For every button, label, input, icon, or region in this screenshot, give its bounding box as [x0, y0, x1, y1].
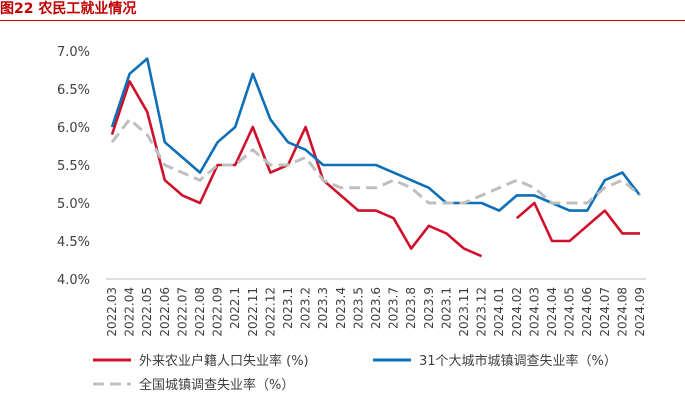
x-tick-label: 2023.4	[334, 287, 348, 329]
x-tick-label: 2023.7	[387, 287, 401, 329]
legend-item-2: 31个大城市城镇调查失业率（%）	[373, 353, 617, 369]
legend: 外来农业户籍人口失业率 (%) 31个大城市城镇调查失业率（%） 全国城镇调查失业率…	[93, 353, 617, 393]
series-line	[110, 80, 483, 258]
x-tick-label: 2024.02	[510, 287, 524, 337]
series-line	[515, 201, 640, 243]
x-tick-label: 2022.1	[228, 287, 242, 329]
series-line	[110, 117, 641, 205]
x-tick-label: 2024.01	[492, 287, 506, 337]
y-axis: 7.0% 6.5% 6.0% 5.5% 5.0% 4.5% 4.0%	[57, 45, 90, 288]
x-tick-label: 2024.06	[580, 287, 594, 337]
x-tick-label: 2024.07	[598, 287, 612, 337]
chart-title: 图22 农民工就业情况	[0, 1, 137, 17]
x-tick-label: 2024.03	[527, 287, 541, 337]
x-tick-label: 2024.05	[563, 287, 577, 337]
series-3	[110, 117, 641, 205]
x-tick-label: 2022.06	[158, 287, 172, 337]
y-tick-label: 7.0%	[57, 45, 90, 60]
x-tick-label: 2023.5	[351, 287, 365, 329]
x-tick-label: 2023.2	[299, 287, 313, 329]
x-tick-label: 2022.08	[193, 287, 207, 337]
x-tick-label: 2023.9	[422, 287, 436, 329]
x-tick-label: 2023.12	[475, 287, 489, 337]
y-tick-label: 4.0%	[57, 273, 90, 288]
x-tick-label: 2022.04	[123, 287, 137, 337]
x-tick-label: 2022.11	[246, 287, 260, 337]
legend-label: 全国城镇调查失业率（%）	[139, 377, 294, 393]
legend-label: 外来农业户籍人口失业率 (%)	[139, 353, 309, 369]
y-tick-label: 5.0%	[57, 197, 90, 212]
x-tick-label: 2022.03	[105, 287, 119, 337]
x-tick-label: 2023.6	[369, 287, 383, 329]
legend-label: 31个大城市城镇调查失业率（%）	[419, 353, 617, 369]
x-tick-label: 2022.12	[263, 287, 277, 337]
x-tick-label: 2022.07	[175, 287, 189, 337]
x-tick-label: 2024.09	[633, 287, 647, 337]
x-tick-label: 2023.8	[404, 287, 418, 329]
x-tick-label: 2022.09	[211, 287, 225, 337]
x-axis: 2022.03 2022.04 2022.05 2022.06 2022.07 2022.…	[105, 278, 647, 337]
x-tick-label: 2022.05	[140, 287, 154, 337]
y-tick-label: 5.5%	[57, 159, 90, 174]
x-tick-label: 2023.11	[457, 287, 471, 337]
x-tick-label: 2023.1	[281, 287, 295, 329]
y-tick-label: 4.5%	[57, 235, 90, 250]
x-tick-label: 2024.04	[545, 287, 559, 337]
legend-item-3: 全国城镇调查失业率（%）	[93, 377, 294, 393]
series-1	[110, 80, 641, 258]
y-tick-label: 6.0%	[57, 121, 90, 136]
x-tick-label: 2024.08	[615, 287, 629, 337]
title-underline	[0, 20, 685, 21]
x-tick-label: 2023.3	[316, 287, 330, 329]
series-layer	[110, 57, 642, 258]
x-tick-label: 2023.1	[439, 287, 453, 329]
y-tick-label: 6.5%	[57, 83, 90, 98]
legend-item-1: 外来农业户籍人口失业率 (%)	[93, 353, 309, 369]
